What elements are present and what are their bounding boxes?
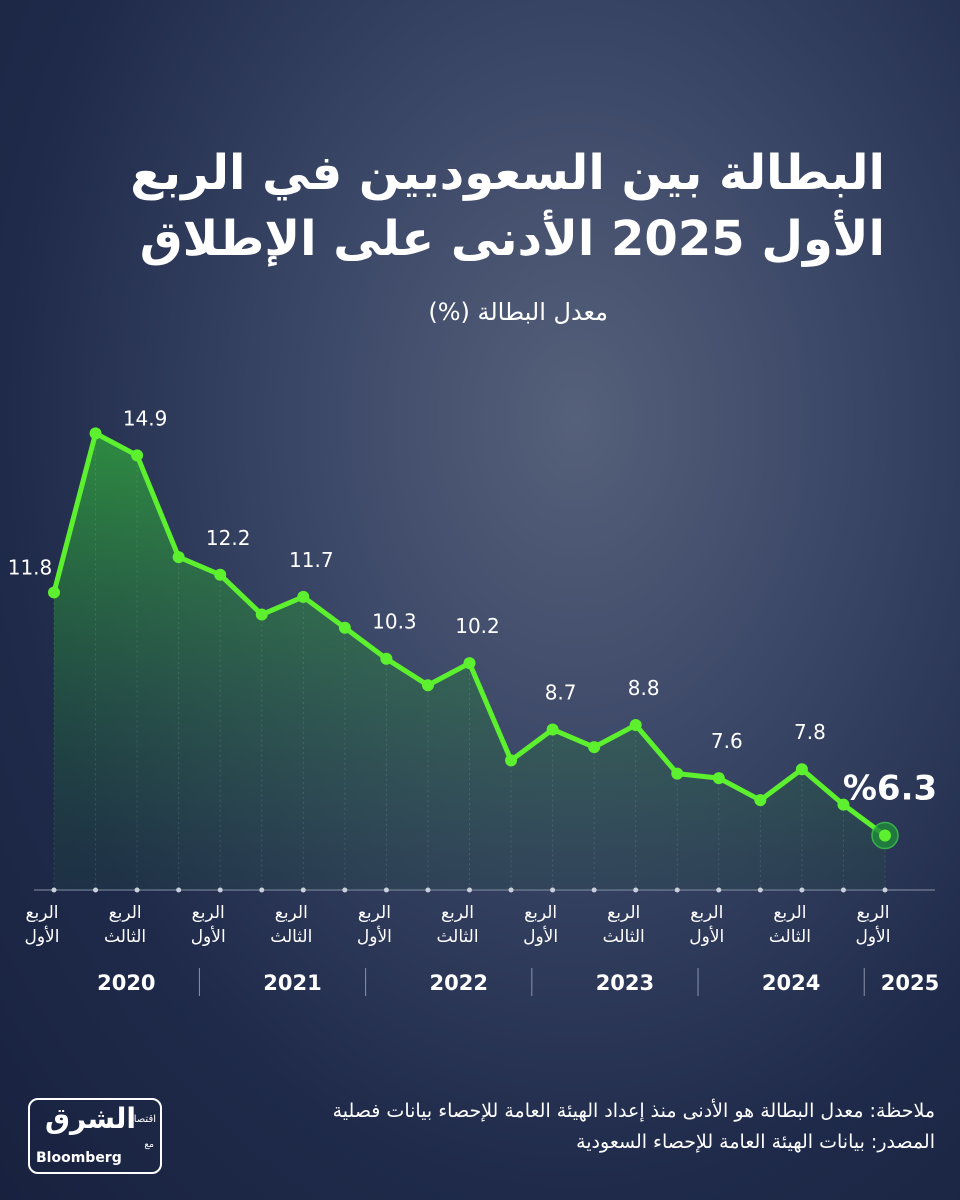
logo-with: مع — [144, 1140, 154, 1150]
x-tick-label: الربع الثالث — [769, 903, 811, 947]
point — [463, 657, 476, 670]
tick-dot — [383, 887, 389, 893]
tick-dot — [674, 887, 680, 893]
x-tick-label: الربع الأول — [357, 903, 392, 947]
point — [48, 586, 60, 599]
value-label: 7.8 — [794, 720, 826, 744]
note: ملاحظة: معدل البطالة هو الأدنى منذ إعداد… — [332, 1100, 935, 1122]
tick-dot — [300, 887, 306, 893]
value-label: 7.6 — [711, 729, 743, 753]
point — [505, 754, 518, 767]
x-tick-label: الربع الثالث — [270, 903, 312, 947]
point — [172, 551, 185, 564]
point — [712, 772, 725, 785]
year-label: 2023 — [596, 971, 654, 995]
x-tick-label: الربع الأول — [523, 903, 558, 947]
value-label: 14.9 — [123, 406, 168, 430]
year-label: 2025 — [881, 971, 939, 995]
tick-dot — [799, 887, 805, 893]
title-line: الأول 2025 الأدنى على الإطلاق — [139, 211, 885, 267]
x-tick-label: الربع الأول — [689, 903, 724, 947]
x-tick-label: الربع الثالث — [104, 903, 146, 947]
tick-dot — [342, 887, 348, 893]
logo-main: الشرق — [44, 1102, 136, 1135]
value-label: 11.8 — [8, 555, 53, 579]
tick-dot — [51, 887, 57, 893]
year-label: 2024 — [762, 971, 820, 995]
value-label: 10.3 — [372, 610, 417, 634]
point — [837, 798, 850, 811]
tick-dot — [757, 887, 763, 893]
logo-sub: اقتصاد — [129, 1114, 156, 1125]
year-label: 2022 — [429, 971, 487, 995]
tick-dot — [425, 887, 431, 893]
logo: الشرق اقتصاد مع Bloomberg — [28, 1098, 162, 1174]
tick-dot — [134, 887, 140, 893]
x-tick-label: الربع الأول — [191, 903, 226, 947]
point — [879, 829, 891, 842]
year-label: 2020 — [97, 971, 155, 995]
point — [421, 679, 434, 692]
value-label: 11.7 — [289, 548, 334, 572]
value-label: %6.3 — [843, 769, 937, 809]
tick-dot — [550, 887, 556, 893]
value-label: 12.2 — [206, 526, 251, 550]
tick-dot — [508, 887, 514, 893]
tick-dot — [217, 887, 223, 893]
point — [338, 621, 351, 634]
tick-dot — [633, 887, 639, 893]
tick-dot — [840, 887, 846, 893]
point — [588, 741, 601, 754]
value-label: 10.2 — [455, 614, 500, 638]
source: المصدر: بيانات الهيئة العامة للإحصاء الس… — [576, 1131, 935, 1153]
point — [380, 652, 393, 665]
tick-dot — [467, 887, 472, 893]
tick-dot — [176, 887, 182, 893]
point — [754, 794, 767, 807]
value-label: 8.8 — [628, 676, 660, 700]
tick-dot — [716, 887, 722, 893]
tick-dot — [591, 887, 597, 893]
title: البطالة بين السعوديين في الربع الأول 202… — [130, 140, 885, 272]
subtitle: معدل البطالة (%) — [428, 298, 608, 326]
x-tick-label: الربع الأول — [25, 903, 60, 947]
tick-dot — [882, 887, 888, 893]
x-tick-label: الربع الأول — [856, 903, 891, 947]
point — [297, 590, 310, 603]
x-tick-label: الربع الثالث — [603, 903, 645, 947]
x-tick-label: الربع الثالث — [436, 903, 478, 947]
tick-dot — [93, 887, 99, 893]
title-line: البطالة بين السعوديين في الربع — [130, 145, 885, 201]
value-label: 8.7 — [545, 680, 577, 704]
point — [671, 767, 684, 780]
point — [214, 568, 227, 581]
tick-dot — [259, 887, 265, 893]
point — [546, 723, 559, 736]
point — [629, 719, 642, 732]
point — [131, 449, 144, 462]
point — [795, 763, 808, 776]
point — [89, 427, 102, 440]
logo-brand: Bloomberg — [36, 1150, 122, 1166]
point — [255, 608, 268, 621]
year-label: 2021 — [263, 971, 321, 995]
